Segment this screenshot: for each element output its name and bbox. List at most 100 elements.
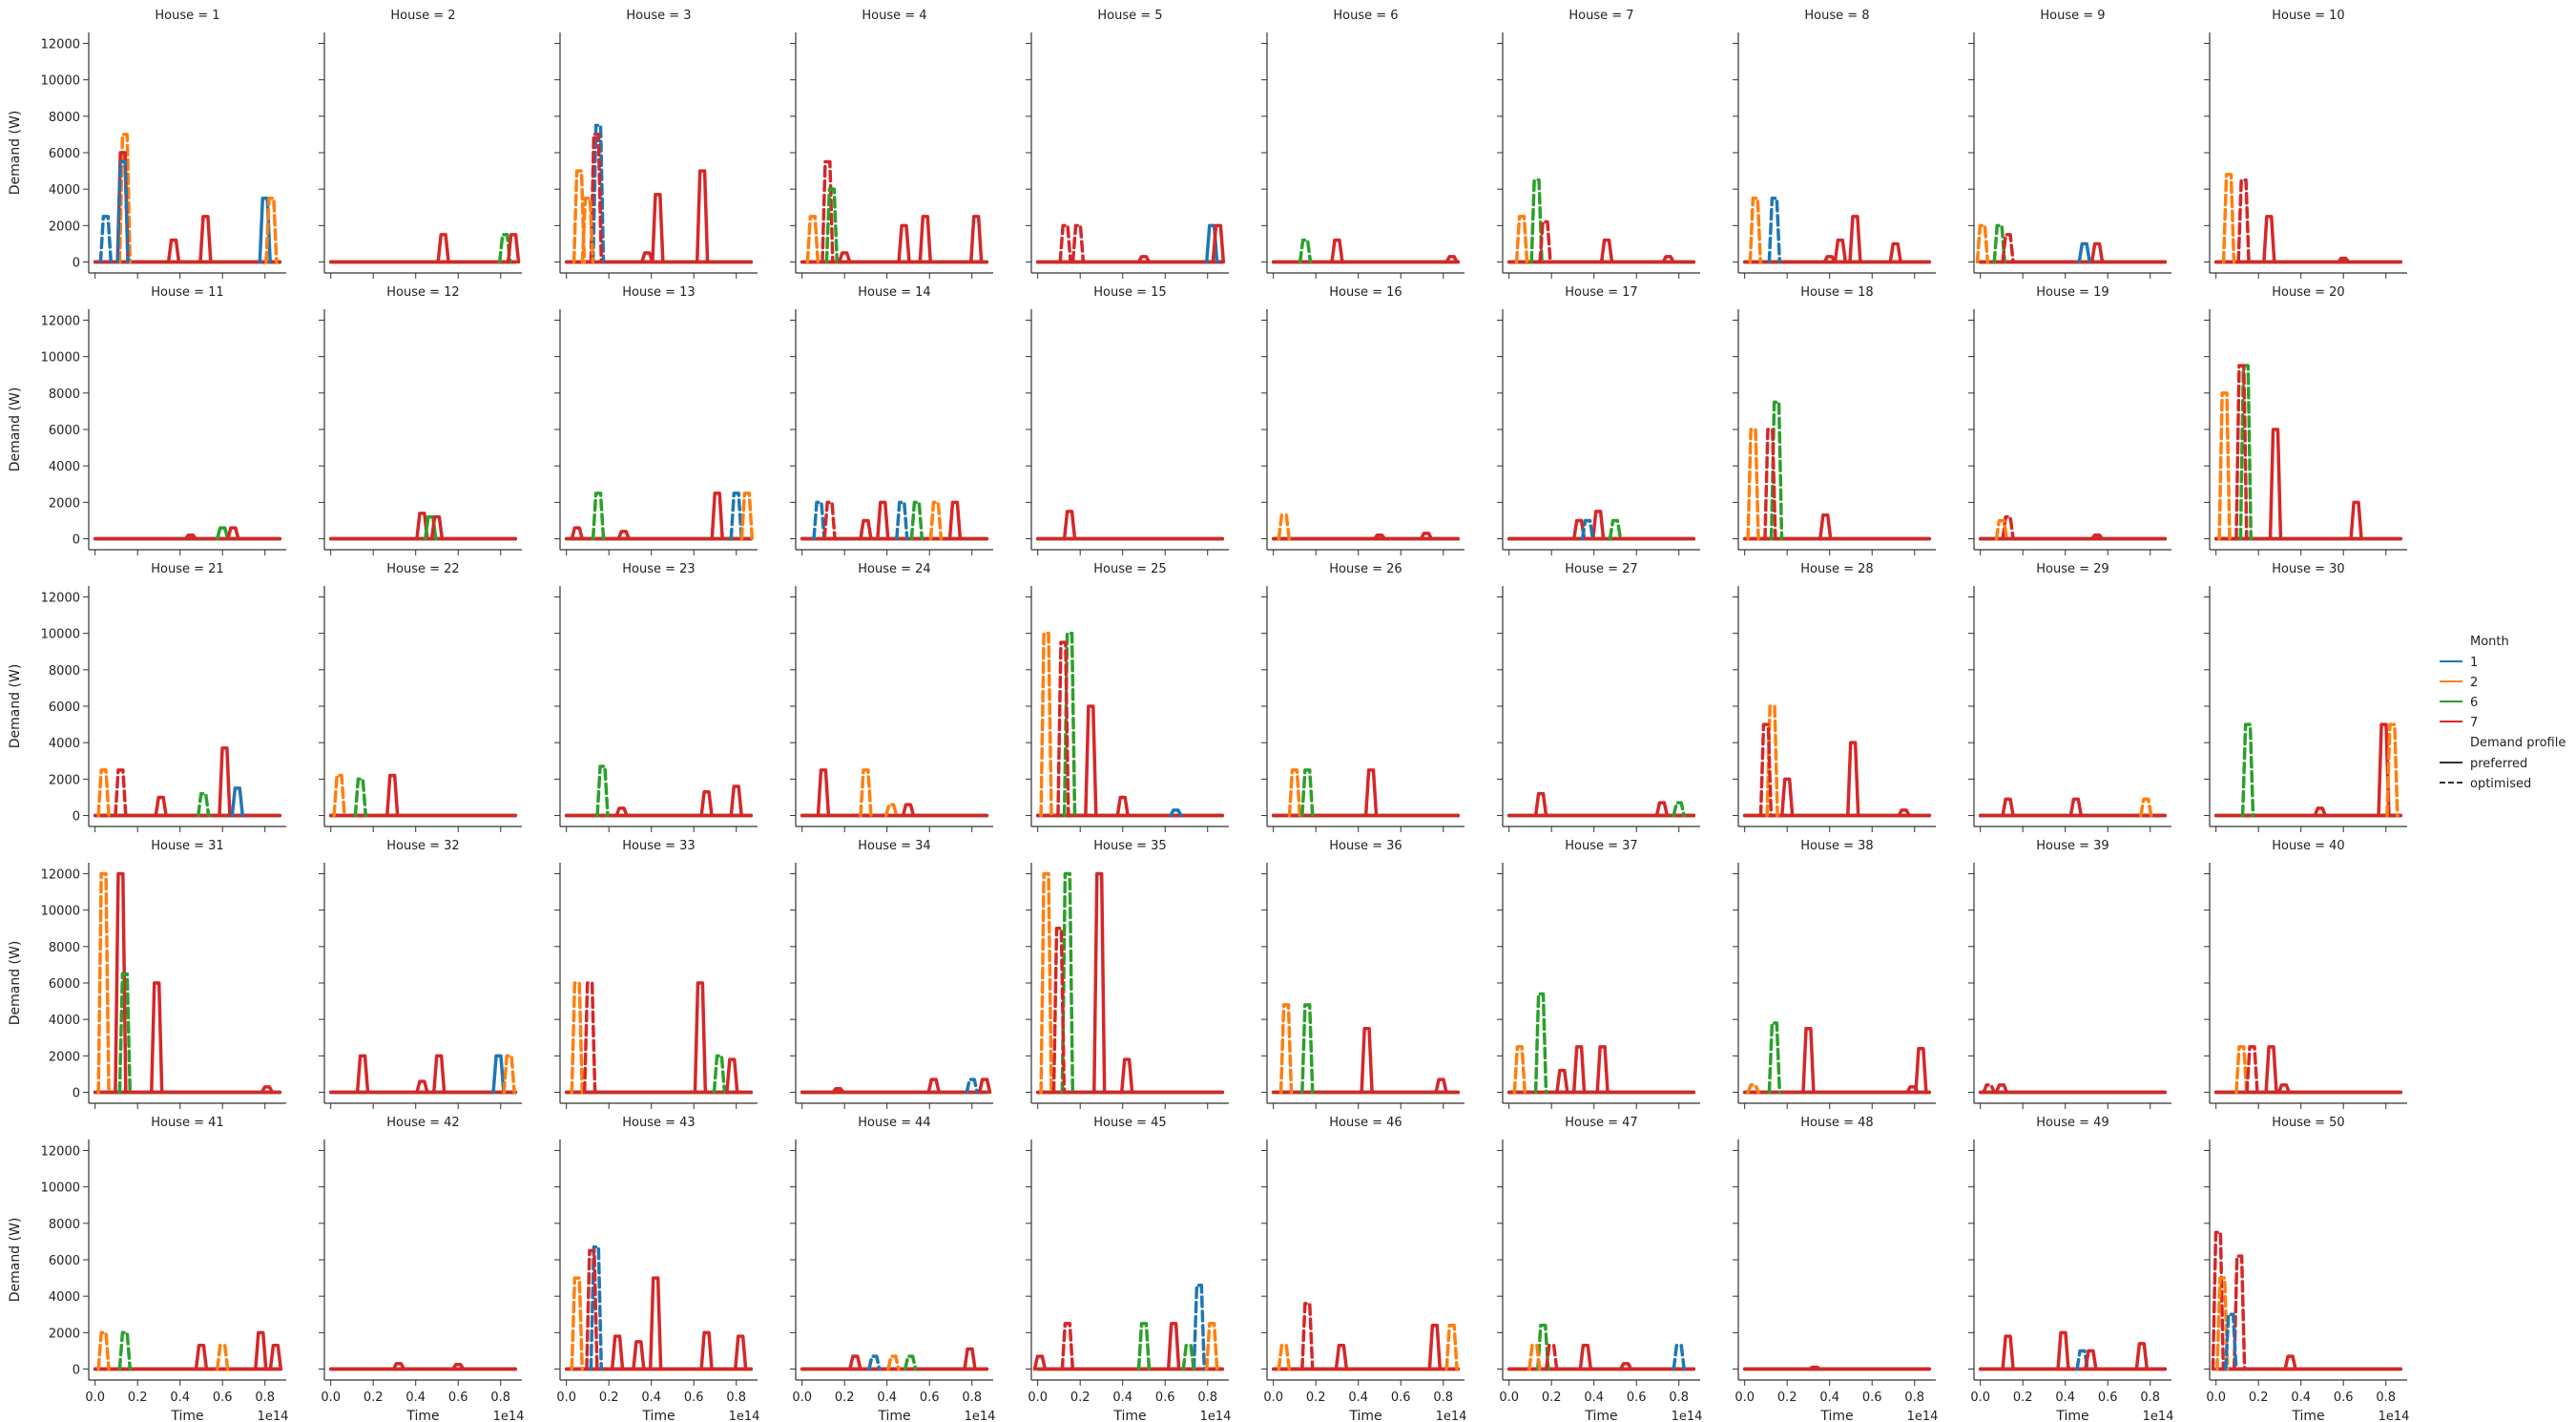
demand-peak-month-2-optimised [883,803,899,818]
panel-house-14: House = 14 [790,285,993,555]
demand-peak-month-7-preferred [729,784,743,818]
demand-peak-month-7-preferred [977,1077,992,1095]
x-tick-label: 0.8 [1197,1391,1217,1405]
demand-peak-month-7-preferred [166,238,181,264]
demand-peak-month-6-optimised [353,777,368,818]
demand-peak-month-7-preferred [1818,512,1833,541]
demand-peak-month-6-optimised [196,791,211,818]
panel-house-7: House = 7 [1497,9,1700,279]
legend-label-month-1: 1 [2470,656,2478,670]
x-tick-label: 0.6 [1391,1391,1411,1405]
panel-house-31: House = 31 0 2000 4000 6000 8000 10000 12000 Dem… [8,839,286,1109]
demand-peak-month-1-optimised [867,1354,882,1371]
demand-peak-month-7-preferred [816,768,831,818]
panel-house-17: House = 17 [1497,285,1700,555]
facet-title-house-13: House = 13 [622,285,695,300]
x-axis-label: Time [877,1409,910,1422]
facet-title-house-39: House = 39 [2036,839,2109,853]
y-tick-label: 6000 [49,701,80,715]
x-tick-label: 0.0 [556,1391,576,1405]
demand-peak-month-7-optimised [1058,223,1072,264]
panel-house-47: House = 47 0.0 0.2 0.4 0.6 0.8 Time 1e14 [1497,1116,1702,1422]
facet-title-house-41: House = 41 [151,1116,223,1130]
x-offset-label: 1e14 [729,1410,760,1422]
facet-title-house-28: House = 28 [1800,562,1873,576]
y-tick-label: 2000 [49,220,80,234]
x-tick-label: 0.0 [1028,1391,1048,1405]
x-axis-label: Time [2291,1409,2324,1422]
x-tick-label: 0.8 [490,1391,510,1405]
facet-title-house-45: House = 45 [1093,1116,1166,1130]
panel-house-30: House = 30 [2204,562,2407,832]
demand-peak-month-7-preferred [194,1343,209,1371]
demand-peak-month-1-optimised [98,215,114,264]
demand-peak-month-2-optimised [570,981,585,1095]
demand-peak-month-6-optimised [1300,768,1315,818]
facet-title-house-48: House = 48 [1800,1116,1873,1130]
panel-house-48: House = 48 0.0 0.2 0.4 0.6 0.8 Time 1e14 [1733,1116,1938,1422]
demand-peak-month-7-optimised [2234,364,2249,541]
panel-house-28: House = 28 [1733,562,1936,832]
demand-peak-month-7-preferred [355,1054,370,1095]
panel-house-43: House = 43 0.0 0.2 0.4 0.6 0.8 Time 1e14 [554,1116,759,1422]
x-tick-label: 0.8 [726,1391,746,1405]
facet-title-house-31: House = 31 [151,839,223,853]
demand-peak-month-1-optimised [1767,196,1782,264]
x-tick-label: 0.6 [448,1391,468,1405]
facet-title-house-27: House = 27 [1565,562,1637,576]
demand-peak-month-7-preferred [614,806,629,818]
x-offset-label: 1e14 [258,1410,289,1422]
demand-peak-month-7-optimised [2245,1045,2259,1095]
panel-house-27: House = 27 [1497,562,1700,832]
demand-peak-month-7-optimised [1070,223,1086,264]
panel-house-24: House = 24 [790,562,993,832]
facet-title-house-17: House = 17 [1565,285,1637,300]
x-tick-label: 0.8 [255,1391,275,1405]
demand-peak-month-2-optimised [1994,518,2009,541]
y-tick-label: 8000 [49,664,80,679]
x-tick-label: 0.8 [2140,1391,2160,1405]
demand-peak-month-7-preferred [1595,1045,1610,1095]
facet-title-house-4: House = 4 [862,9,926,23]
demand-peak-month-7-optimised [822,500,837,541]
demand-peak-month-7-preferred [897,223,911,264]
demand-peak-month-2-optimised [96,871,111,1095]
x-tick-label: 0.2 [599,1391,619,1405]
demand-peak-month-7-preferred [429,514,445,541]
demand-peak-month-2-optimised [571,169,587,264]
demand-peak-month-7-optimised [1982,1083,1996,1095]
demand-peak-month-7-preferred [969,215,984,264]
facet-title-house-21: House = 21 [151,562,223,576]
demand-peak-month-7-optimised [2211,1230,2226,1371]
facet-title-house-11: House = 11 [151,285,223,300]
legend-label-preferred: preferred [2470,757,2527,771]
demand-peak-month-7-preferred [926,1077,941,1095]
facet-title-house-38: House = 38 [1800,839,1873,853]
x-tick-label: 0.0 [1970,1391,1990,1405]
demand-peak-month-7-preferred [2056,1330,2070,1371]
demand-peak-month-7-preferred [876,500,890,541]
demand-peak-month-6-optimised [712,1054,727,1095]
demand-peak-month-7-preferred [385,773,400,818]
panel-house-46: House = 46 0.0 0.2 0.4 0.6 0.8 Time 1e14 [1261,1116,1466,1422]
panel-house-49: House = 49 0.0 0.2 0.4 0.6 0.8 Time 1e14 [1968,1116,2173,1422]
demand-peak-month-7-preferred [1363,768,1379,818]
demand-peak-month-6-optimised [117,1330,133,1371]
y-tick-label: 12000 [41,314,80,328]
demand-peak-month-7-preferred [1434,1077,1448,1095]
demand-peak-month-7-preferred [391,1362,406,1371]
demand-peak-month-2-optimised [2234,1045,2249,1095]
demand-peak-month-7-preferred [651,193,665,264]
demand-peak-month-6-optimised [1300,1003,1315,1095]
demand-peak-month-1-optimised [1672,1343,1686,1371]
demand-peak-month-7-optimised [114,768,128,818]
demand-peak-month-6-optimised [2240,722,2255,818]
facet-panels: House = 1020004000600080001000012000Dema… [8,9,2409,1422]
x-tick-label: 0.2 [364,1391,384,1405]
y-tick-label: 0 [73,1087,80,1101]
panel-house-4: House = 4 [790,9,993,279]
facet-title-house-20: House = 20 [2272,285,2344,300]
x-tick-label: 0.6 [920,1391,940,1405]
demand-peak-month-7-preferred [648,1276,663,1371]
facet-title-house-42: House = 42 [386,1116,459,1130]
